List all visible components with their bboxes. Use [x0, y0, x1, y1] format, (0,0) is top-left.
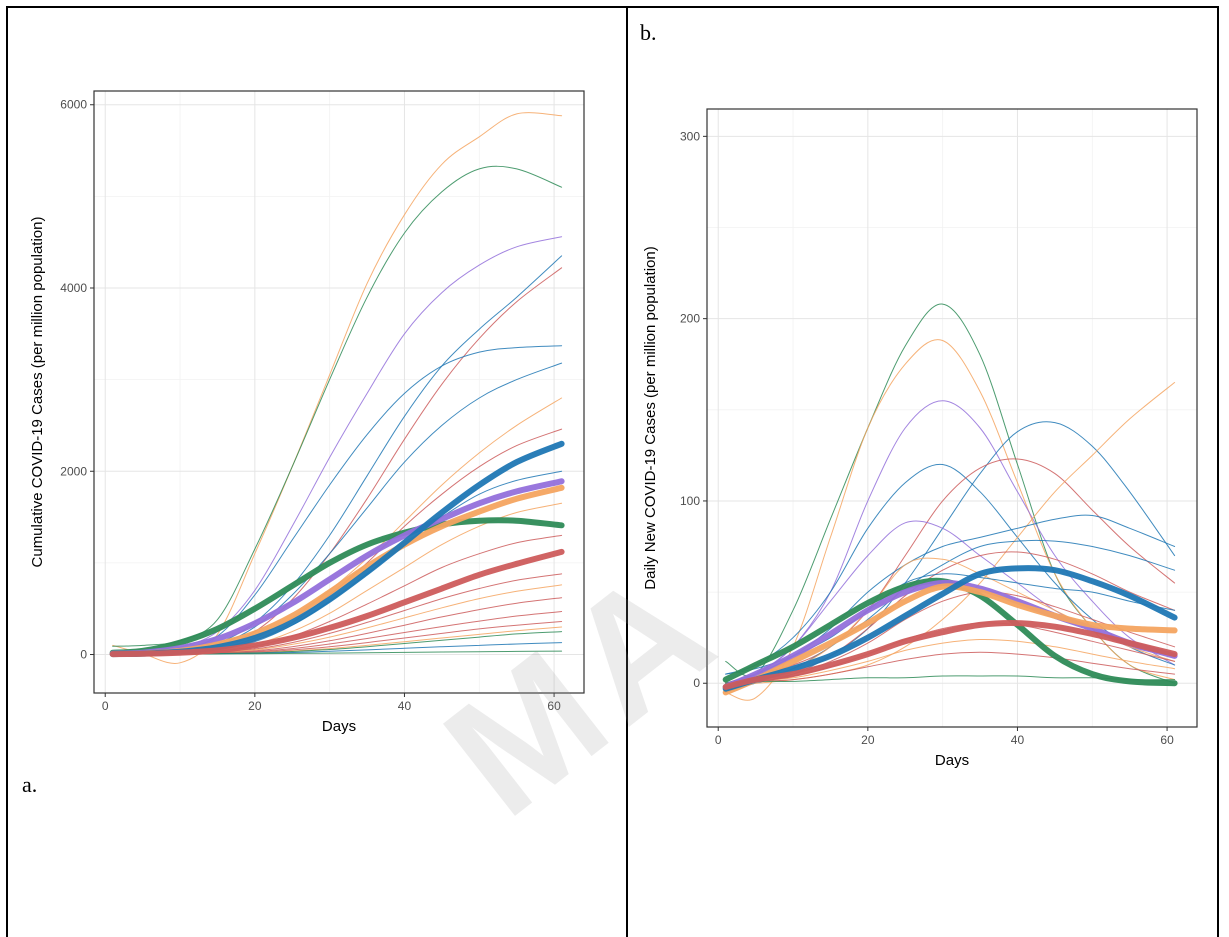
- x-tick-label: 0: [715, 733, 722, 747]
- series-line-16: [725, 651, 1176, 684]
- y-axis-title: Cumulative COVID-19 Cases (per million p…: [29, 217, 46, 568]
- series-line-0: [112, 112, 563, 664]
- y-tick-label: 0: [80, 648, 87, 662]
- panel-divider: [626, 6, 628, 937]
- x-tick-label: 20: [861, 733, 875, 747]
- cumulative-cases-chart: 0 20 40 60 0 2000 4000 6000 Days Cumulative COVID…: [29, 90, 585, 735]
- x-axis-title: Days: [322, 718, 356, 735]
- series-line-17: [725, 675, 1176, 684]
- y-tick-label: 6000: [60, 98, 87, 112]
- panel-a-label: a.: [22, 772, 38, 797]
- plot-border: [706, 108, 1198, 728]
- x-tick-label: 60: [547, 699, 561, 713]
- x-tick-label: 0: [102, 699, 109, 713]
- summary-series-line-21: [109, 517, 565, 656]
- plot-background: [707, 109, 1197, 727]
- panel-b-label: b.: [640, 20, 657, 45]
- series-group: [109, 112, 565, 664]
- y-axis-title: Daily New COVID-19 Cases (per million po…: [642, 246, 659, 589]
- series-group: [722, 303, 1178, 701]
- summary-series-line-19: [722, 579, 1178, 690]
- plot-background: [94, 91, 584, 693]
- series-line-5: [725, 458, 1176, 684]
- y-tick-label: 200: [680, 312, 700, 326]
- summary-series-line-20: [722, 583, 1178, 696]
- series-line-15: [725, 638, 1176, 684]
- figure-frame: [6, 6, 1219, 937]
- summary-series-line-21: [722, 565, 1178, 692]
- y-tick-label: 0: [693, 676, 700, 690]
- x-tick-label: 40: [1011, 733, 1025, 747]
- plot-border: [93, 90, 585, 694]
- y-tick-label: 100: [680, 494, 700, 508]
- daily-new-cases-chart: 0 20 40 60 0 100 200 300 Days Daily New COVID-19 …: [642, 108, 1198, 769]
- x-axis-title: Days: [935, 752, 969, 769]
- y-tick-label: 4000: [60, 281, 87, 295]
- y-tick-label: 300: [680, 129, 700, 143]
- summary-series-line-25: [109, 548, 565, 658]
- x-tick-label: 60: [1160, 733, 1174, 747]
- x-tick-label: 40: [398, 699, 412, 713]
- summary-series-line-22: [722, 620, 1178, 690]
- y-tick-label: 2000: [60, 464, 87, 478]
- x-tick-label: 20: [248, 699, 262, 713]
